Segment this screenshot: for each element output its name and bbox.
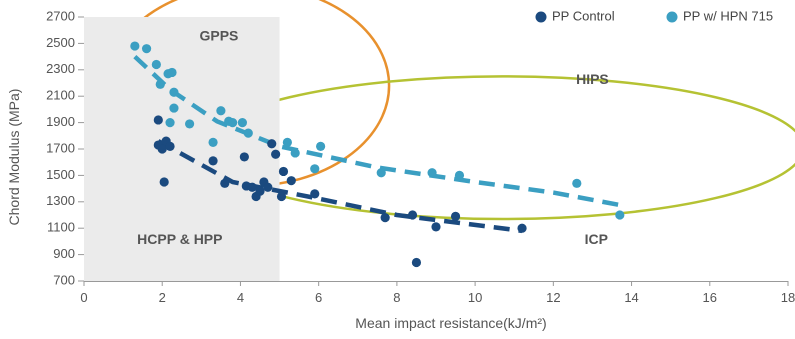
x-tick-label: 10 <box>468 290 482 305</box>
legend-marker-pp-w-hpn-715 <box>666 11 678 23</box>
data-point-pp-control <box>271 149 281 159</box>
data-point-pp-control <box>431 222 441 232</box>
y-tick-label: 1500 <box>46 167 75 182</box>
data-point-pp-w-hpn-715 <box>169 103 179 113</box>
data-point-pp-w-hpn-715 <box>237 118 247 128</box>
data-point-pp-control <box>239 152 249 162</box>
data-point-pp-w-hpn-715 <box>290 148 300 158</box>
region-layer <box>84 0 795 281</box>
data-point-pp-control <box>286 176 296 186</box>
y-tick-label: 2100 <box>46 88 75 103</box>
data-point-pp-w-hpn-715 <box>615 210 625 220</box>
x-tick-label: 2 <box>159 290 166 305</box>
x-tick-label: 14 <box>624 290 638 305</box>
data-point-pp-control <box>220 178 230 188</box>
data-point-pp-control <box>517 223 527 233</box>
data-point-pp-w-hpn-715 <box>208 137 218 147</box>
y-axis-title: Chord Modulus (MPa) <box>6 89 22 226</box>
x-tick-label: 4 <box>237 290 244 305</box>
data-point-pp-control <box>157 144 167 154</box>
region-label-icp: ICP <box>585 231 608 247</box>
data-point-pp-w-hpn-715 <box>155 79 165 89</box>
data-point-pp-control <box>380 213 390 223</box>
legend-marker-pp-control <box>535 11 547 23</box>
data-point-pp-w-hpn-715 <box>165 118 175 128</box>
data-point-pp-w-hpn-715 <box>316 141 326 151</box>
data-point-pp-control <box>208 156 218 166</box>
legend: PP Control PP w/ HPN 715 <box>535 8 773 23</box>
data-point-pp-control <box>255 186 265 196</box>
y-tick-label: 2700 <box>46 8 75 23</box>
data-point-pp-control <box>159 177 169 187</box>
data-point-pp-w-hpn-715 <box>376 168 386 178</box>
trend-line-pp-control <box>157 139 523 234</box>
data-point-pp-w-hpn-715 <box>185 119 195 129</box>
region-labels: GPPS HIPS HCPP & HPP ICP <box>137 28 609 247</box>
trend-line-pp-w-hpn-715 <box>133 54 625 208</box>
region-label-hips: HIPS <box>576 71 609 87</box>
data-point-pp-w-hpn-715 <box>310 164 320 174</box>
x-tick-label: 18 <box>781 290 795 305</box>
data-point-pp-control <box>267 139 277 149</box>
data-point-pp-control <box>263 182 273 192</box>
legend-label-pp-w-hpn-715: PP w/ HPN 715 <box>683 8 773 23</box>
trend-lines <box>133 54 625 234</box>
data-point-pp-control <box>450 211 461 221</box>
data-point-pp-control <box>165 141 175 151</box>
data-point-pp-w-hpn-715 <box>167 67 177 78</box>
data-points <box>130 41 625 268</box>
x-tick-label: 12 <box>546 290 560 305</box>
region-label-hcpp-hpp: HCPP & HPP <box>137 231 222 247</box>
x-tick-label: 6 <box>315 290 322 305</box>
x-tick-label: 8 <box>393 290 400 305</box>
data-point-pp-control <box>310 189 320 199</box>
data-point-pp-control <box>247 182 257 192</box>
data-point-pp-w-hpn-715 <box>151 59 161 70</box>
y-tick-label: 1300 <box>46 193 75 208</box>
y-tick-label: 2500 <box>46 35 75 50</box>
data-point-pp-w-hpn-715 <box>454 170 465 180</box>
data-point-pp-control <box>411 257 422 268</box>
data-point-pp-w-hpn-715 <box>243 128 253 138</box>
tick-labels: 0 2 4 6 8 10 12 14 16 18 700 900 1100 1300 1500 1700 190… <box>46 8 795 305</box>
data-point-pp-w-hpn-715 <box>228 118 238 128</box>
data-point-pp-w-hpn-715 <box>169 87 179 97</box>
data-point-pp-control <box>407 210 418 220</box>
y-tick-label: 900 <box>53 246 75 261</box>
y-tick-label: 2300 <box>46 61 75 76</box>
data-point-pp-w-hpn-715 <box>572 178 582 188</box>
data-point-pp-w-hpn-715 <box>141 44 152 54</box>
data-point-pp-control <box>276 191 287 202</box>
data-point-pp-w-hpn-715 <box>216 106 226 116</box>
data-point-pp-control <box>278 166 289 177</box>
y-tick-label: 700 <box>53 272 75 287</box>
data-point-pp-w-hpn-715 <box>130 41 140 51</box>
legend-label-pp-control: PP Control <box>552 8 615 23</box>
x-tick-label: 0 <box>80 290 87 305</box>
region-label-gpps: GPPS <box>199 28 238 44</box>
y-tick-label: 1700 <box>46 140 75 155</box>
y-tick-label: 1100 <box>47 220 75 235</box>
x-axis-title: Mean impact resistance(kJ/m²) <box>355 315 546 331</box>
x-tick-label: 16 <box>703 290 717 305</box>
region-hcpp-hpp <box>84 17 280 281</box>
y-tick-label: 1900 <box>46 114 75 129</box>
data-point-pp-w-hpn-715 <box>427 168 437 178</box>
data-point-pp-w-hpn-715 <box>282 137 292 147</box>
data-point-pp-control <box>153 115 163 125</box>
